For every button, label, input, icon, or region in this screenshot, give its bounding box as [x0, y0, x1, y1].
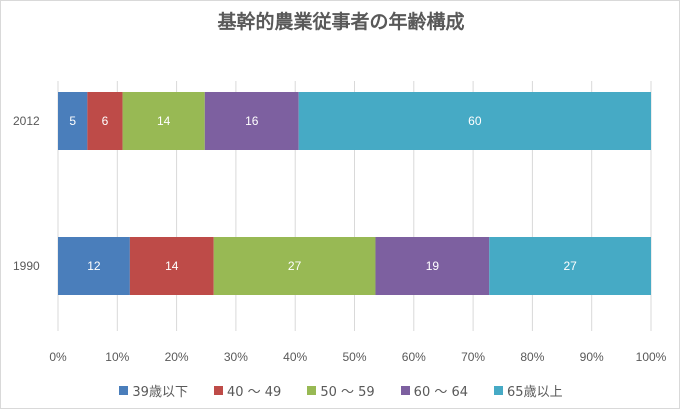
legend-label: 39歳以下	[132, 385, 188, 400]
bar-segment	[204, 92, 299, 150]
x-tick-label: 90%	[580, 350, 604, 364]
x-tick-label: 0%	[49, 350, 67, 364]
data-label: 16	[245, 114, 259, 128]
data-label: 27	[563, 259, 577, 273]
data-label: 5	[69, 114, 76, 128]
bar-segment	[375, 237, 490, 295]
bar-segment	[58, 92, 88, 150]
bar-segment	[489, 237, 651, 295]
data-label: 14	[157, 114, 171, 128]
chart-title: 基幹的農業従事者の年齢構成	[217, 11, 465, 33]
data-label: 6	[102, 114, 109, 128]
data-label: 12	[87, 259, 101, 273]
bar-segment	[298, 92, 651, 150]
x-tick-label: 80%	[520, 350, 544, 364]
legend-item: 50 ～ 59	[307, 381, 375, 400]
legend-swatch	[307, 386, 317, 395]
legend-swatch	[119, 386, 129, 395]
x-tick-label: 60%	[402, 350, 426, 364]
x-tick-label: 10%	[105, 350, 129, 364]
legend-label: 65歳以上	[507, 385, 563, 400]
legend-item: 65歳以上	[494, 381, 563, 400]
x-tick-label: 30%	[224, 350, 248, 364]
legend-item: 40 ～ 49	[213, 381, 282, 400]
data-label: 27	[288, 259, 302, 273]
bar-segment	[129, 237, 214, 295]
data-label: 14	[165, 259, 179, 273]
plot-area: 0% 10% 20% 30% 40% 50% 60% 70% 80% 90% 100% 5 6 14 16 6…	[13, 81, 667, 364]
bar-segment	[58, 237, 130, 295]
legend-swatch	[494, 386, 504, 395]
legend-swatch	[400, 386, 410, 395]
bar-segment	[213, 237, 376, 295]
x-tick-label: 50%	[342, 350, 366, 364]
legend-label: 60 ～ 64	[413, 385, 469, 400]
legend-swatch	[213, 386, 223, 395]
legend: 39歳以下 40 ～ 49 50 ～ 59 60 ～ 64 65歳以上	[1, 381, 680, 400]
bar-segment	[122, 92, 205, 150]
x-tick-label: 70%	[461, 350, 485, 364]
x-tick-label: 20%	[165, 350, 189, 364]
x-tick-label: 40%	[283, 350, 307, 364]
x-tick-label: 100%	[636, 350, 667, 364]
legend-label: 50 ～ 59	[320, 385, 375, 400]
y-tick-label: 2012	[13, 114, 40, 128]
legend-item: 39歳以下	[119, 381, 188, 400]
data-label: 19	[426, 259, 440, 273]
legend-item: 60 ～ 64	[400, 381, 469, 400]
legend-label: 40 ～ 49	[226, 385, 282, 400]
bar-segment	[87, 92, 123, 150]
y-tick-label: 1990	[13, 259, 40, 273]
data-label: 60	[468, 114, 482, 128]
